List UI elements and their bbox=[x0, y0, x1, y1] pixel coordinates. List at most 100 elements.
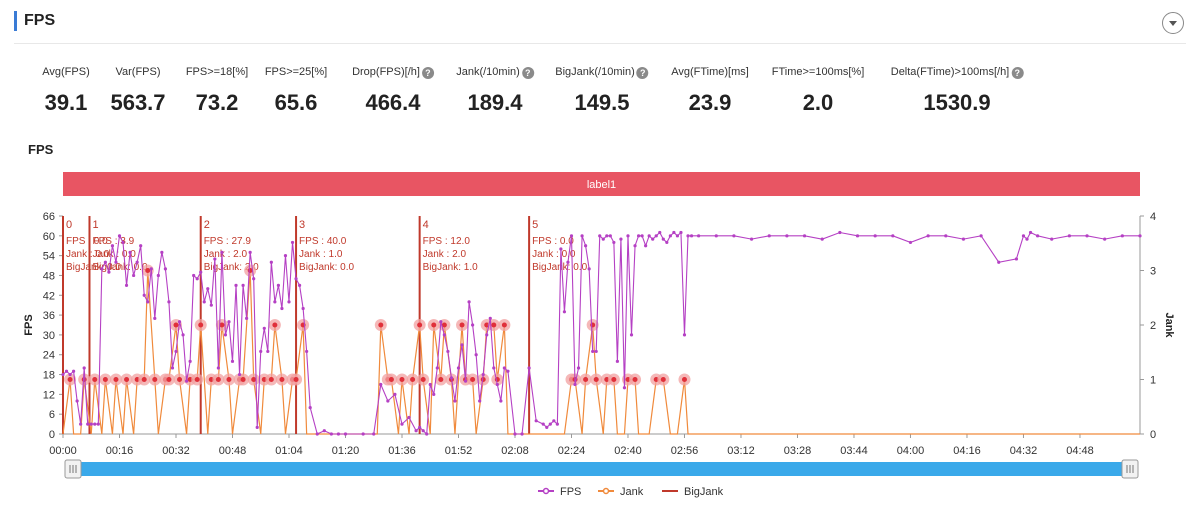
jank-point-halo bbox=[650, 373, 663, 386]
legend-label[interactable]: FPS bbox=[560, 486, 581, 498]
jank-point-halo bbox=[265, 373, 278, 386]
jank-point bbox=[593, 377, 599, 382]
fps-point bbox=[689, 234, 694, 238]
zoom-handle-right[interactable] bbox=[1121, 459, 1139, 479]
legend-label[interactable]: BigJank bbox=[684, 486, 724, 498]
fps-point bbox=[633, 244, 637, 248]
fps-point bbox=[96, 422, 100, 426]
fps-point bbox=[132, 273, 136, 278]
fps-point bbox=[252, 277, 256, 281]
metric-label-text: Avg(FPS) bbox=[42, 66, 90, 78]
jank-point bbox=[194, 377, 200, 382]
event-marker-text: Jank : 2.0 bbox=[423, 249, 467, 260]
jank-point-halo bbox=[141, 264, 154, 277]
help-icon[interactable]: ? bbox=[521, 67, 534, 79]
help-icon[interactable]: ? bbox=[636, 67, 649, 79]
jank-point bbox=[240, 377, 246, 382]
event-marker-text: FPS : 40.0 bbox=[299, 236, 347, 247]
fps-point bbox=[749, 237, 754, 241]
fps-point bbox=[1021, 234, 1026, 238]
jank-point bbox=[385, 377, 391, 382]
jank-point bbox=[92, 377, 98, 382]
jank-point bbox=[272, 322, 278, 328]
help-icon[interactable]: ? bbox=[1011, 67, 1024, 79]
y2-tick-label: 2 bbox=[1150, 320, 1156, 332]
fps-point bbox=[506, 369, 510, 373]
jank-point bbox=[113, 377, 119, 382]
fps-point bbox=[156, 273, 160, 278]
jank-point bbox=[81, 377, 87, 382]
fps-point bbox=[668, 234, 672, 238]
fps-point bbox=[619, 237, 623, 241]
fps-point bbox=[322, 429, 326, 433]
fps-point bbox=[513, 432, 517, 436]
fps-point bbox=[305, 349, 309, 354]
metric-6: BigJank(/10min)? 149.5 bbox=[555, 64, 649, 116]
help-icon[interactable]: ? bbox=[421, 67, 434, 79]
legend-label[interactable]: Jank bbox=[620, 486, 644, 498]
x-tick-label: 03:28 bbox=[784, 445, 812, 457]
fps-point bbox=[237, 372, 242, 377]
fps-point bbox=[1138, 234, 1142, 238]
fps-point bbox=[128, 250, 132, 254]
y-tick-label: 24 bbox=[43, 350, 55, 362]
fps-point bbox=[418, 425, 422, 429]
jank-point-halo bbox=[99, 373, 112, 386]
metric-label-text: Delta(FTime)>100ms[/h] bbox=[890, 66, 1010, 78]
jank-point bbox=[583, 377, 589, 382]
jank-point bbox=[145, 268, 151, 273]
x-tick-label: 02:40 bbox=[614, 445, 642, 457]
jank-point bbox=[300, 322, 306, 328]
metric-value: 189.4 bbox=[467, 90, 523, 115]
jank-point-halo bbox=[565, 373, 578, 386]
jank-point bbox=[611, 377, 617, 382]
jank-point bbox=[208, 377, 214, 382]
fps-point bbox=[432, 392, 436, 396]
jank-point-halo bbox=[395, 373, 408, 386]
jank-point-halo bbox=[466, 373, 479, 386]
fps-point bbox=[679, 230, 683, 235]
fps-point bbox=[206, 287, 210, 291]
fps-point bbox=[216, 366, 220, 370]
fps-point bbox=[421, 429, 425, 433]
fps-point bbox=[576, 366, 581, 370]
fps-point bbox=[573, 382, 577, 387]
fps-point bbox=[336, 432, 341, 436]
section-title: FPS bbox=[24, 12, 56, 29]
fps-point bbox=[1025, 237, 1029, 241]
fps-point bbox=[287, 300, 291, 304]
fps-point bbox=[379, 382, 383, 387]
metric-value: 65.6 bbox=[274, 90, 318, 115]
zoom-range[interactable] bbox=[65, 462, 1138, 476]
fps-point bbox=[463, 379, 468, 383]
fps-point bbox=[1103, 237, 1107, 241]
zoom-handle-left[interactable] bbox=[64, 459, 82, 479]
fps-point bbox=[343, 432, 348, 436]
fps-point bbox=[647, 234, 651, 238]
jank-point bbox=[653, 377, 659, 382]
fps-point bbox=[456, 366, 461, 370]
jank-point-halo bbox=[381, 373, 394, 386]
metric-label: FTime>=100ms[%] bbox=[772, 64, 865, 80]
jank-point bbox=[625, 377, 631, 382]
y-tick-label: 0 bbox=[49, 429, 55, 441]
fps-point bbox=[686, 234, 690, 238]
metric-label: Avg(FTime)[ms] bbox=[671, 64, 749, 80]
fps-point bbox=[601, 237, 605, 241]
y-tick-label: 18 bbox=[43, 370, 55, 382]
collapse-chevron-icon[interactable] bbox=[1162, 12, 1184, 34]
jank-point-halo bbox=[258, 373, 271, 386]
fps-point bbox=[139, 244, 143, 248]
jank-point bbox=[388, 377, 394, 382]
jank-point-halo bbox=[579, 373, 592, 386]
y-tick-label: 36 bbox=[43, 310, 55, 322]
y-tick-label: 66 bbox=[43, 211, 55, 223]
fps-point bbox=[446, 349, 450, 354]
event-marker-text: BigJank: 0.0 bbox=[66, 262, 121, 273]
fps-point bbox=[449, 376, 454, 380]
fps-point bbox=[767, 234, 771, 238]
jank-point bbox=[417, 322, 423, 328]
fps-point bbox=[181, 333, 185, 337]
jank-point bbox=[494, 377, 500, 382]
jank-point-halo bbox=[417, 373, 430, 386]
